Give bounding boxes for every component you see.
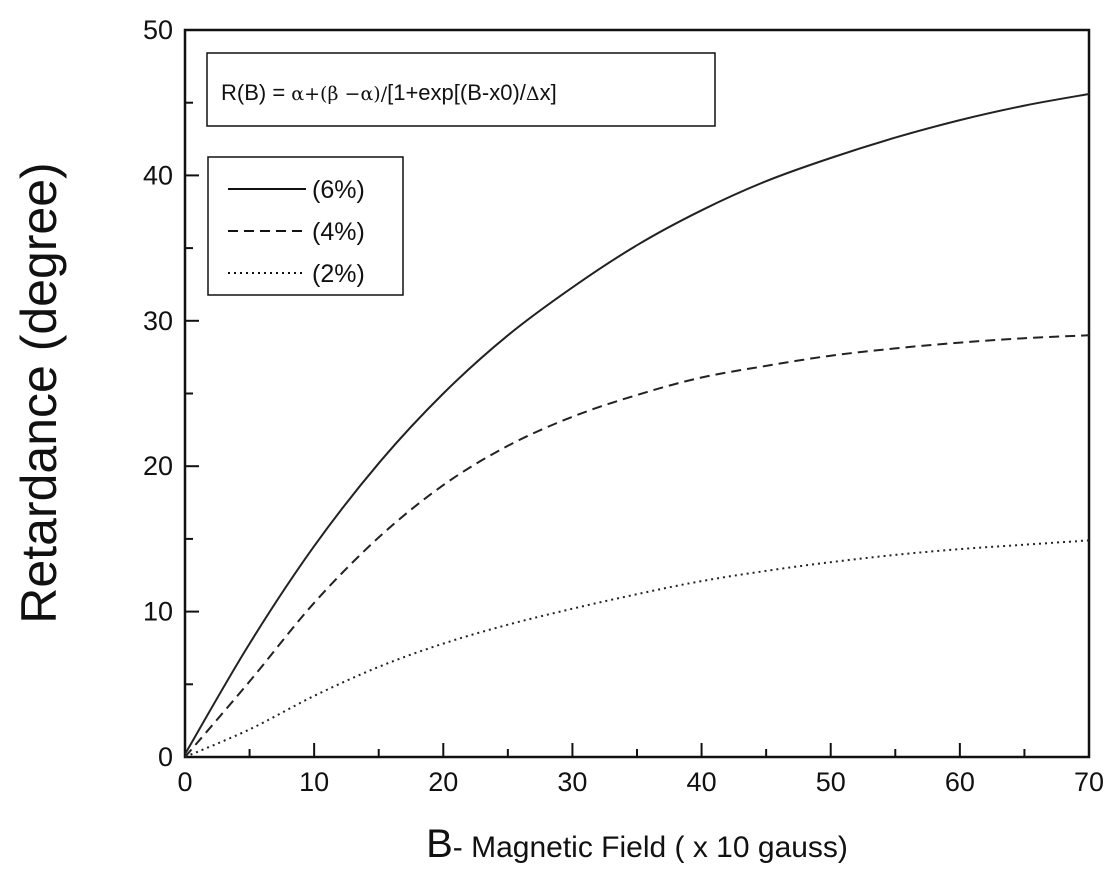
x-tick-label: 0: [177, 767, 192, 797]
legend-label-4pct: (4%): [312, 218, 365, 246]
y-tick-label: 20: [143, 451, 173, 481]
y-tick-label: 10: [143, 597, 173, 627]
x-tick-label: 30: [557, 767, 587, 797]
eq-x: x]: [540, 80, 557, 105]
series-lines: [184, 93, 1090, 758]
eq-rest: [1+exp[(B-x0)/: [387, 80, 527, 105]
y-tick-label: 40: [143, 160, 173, 190]
y-tick-label: 0: [158, 742, 173, 772]
x-axis-title: B- Magnetic Field ( x 10 gauss): [426, 822, 848, 866]
plot-frame: [183, 28, 1091, 759]
equation-frame: [206, 52, 716, 127]
x-tick-label: 50: [816, 767, 846, 797]
legend-label-2pct: (2%): [312, 260, 365, 288]
eq-alpha: α: [291, 83, 304, 105]
eq-plus-paren: +(: [304, 83, 327, 105]
axis-ticks: [184, 29, 1090, 758]
x-tick-label: 40: [687, 767, 717, 797]
x-axis-title-rest: - Magnetic Field ( x 10 gauss): [453, 831, 848, 864]
y-tick-label: 50: [143, 15, 173, 45]
equation-box: R(B) = α+(β −α)/[1+exp[(B-x0)/Δx]: [206, 52, 716, 127]
eq-beta: β: [327, 83, 338, 105]
x-tick-labels: 0 10 20 30 40 50 60 70: [177, 767, 1104, 797]
y-tick-label: 30: [143, 306, 173, 336]
x-tick-label: 20: [428, 767, 458, 797]
y-axis-title: Retardance (degree): [11, 162, 67, 623]
x-axis-title-letter: B: [426, 822, 453, 866]
series-line-1: [184, 334, 1090, 758]
eq-prefix: R(B) =: [221, 80, 291, 105]
eq-delta: Δ: [526, 83, 540, 105]
x-tick-label: 70: [1074, 767, 1104, 797]
series-line-0: [184, 93, 1090, 755]
series-line-2: [184, 539, 1090, 758]
y-tick-labels: 0 10 20 30 40 50: [143, 15, 173, 772]
x-tick-label: 10: [299, 767, 329, 797]
legend: (6%) (4%) (2%): [207, 156, 404, 296]
legend-label-6pct: (6%): [312, 176, 365, 204]
eq-minus: −: [338, 83, 360, 105]
eq-alpha-2: α: [360, 83, 373, 105]
eq-close: )/: [373, 83, 387, 105]
equation-text: R(B) = α+(β −α)/[1+exp[(B-x0)/Δx]: [221, 80, 557, 105]
x-tick-label: 60: [945, 767, 975, 797]
legend-frame: [207, 156, 404, 296]
